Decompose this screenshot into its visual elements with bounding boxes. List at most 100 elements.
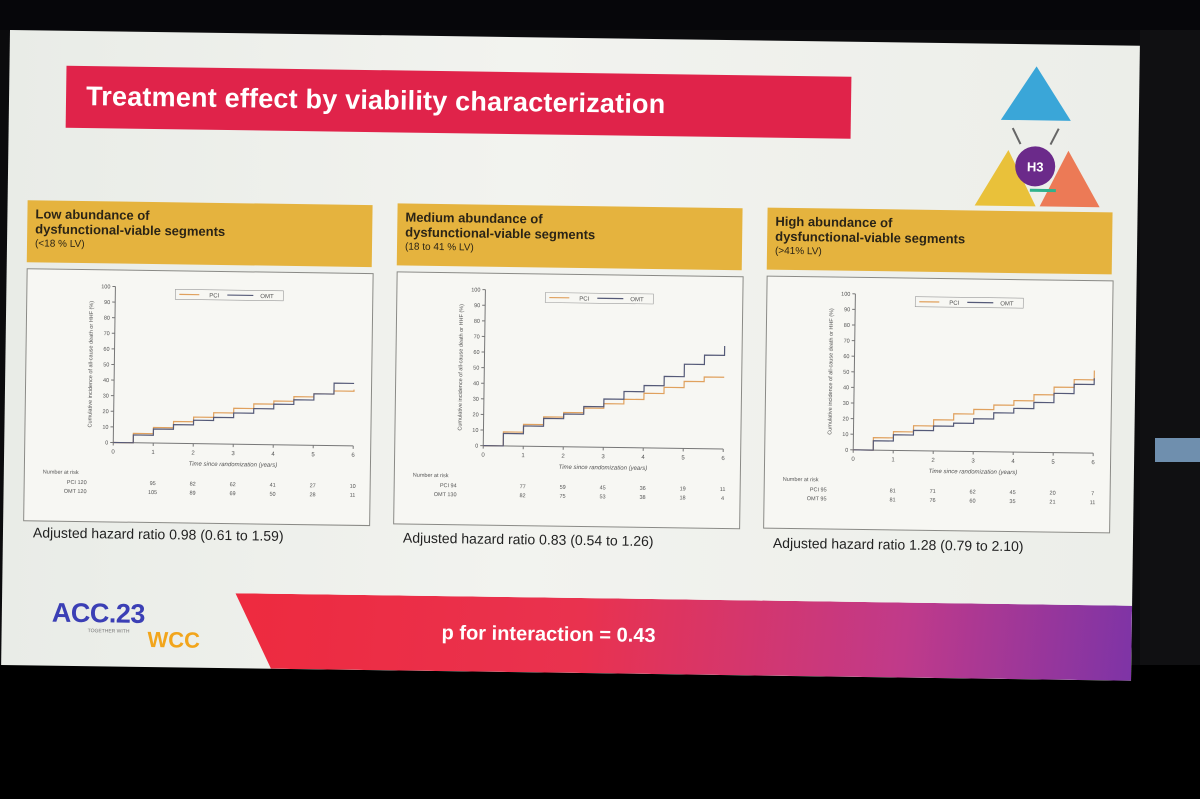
logo-h3-label: H3 bbox=[1027, 159, 1044, 174]
x-tick-label: 2 bbox=[561, 454, 565, 460]
screen-side-tab bbox=[1155, 438, 1200, 462]
panel-1-hazard-ratio: Adjusted hazard ratio 0.98 (0.61 to 1.59… bbox=[32, 524, 284, 544]
risk-cell: 62 bbox=[970, 489, 976, 495]
y-tick-label: 10 bbox=[472, 428, 478, 434]
risk-cell: 82 bbox=[190, 482, 196, 488]
x-axis-label: Time since randomization (years) bbox=[189, 462, 278, 469]
p-for-interaction: p for interaction = 0.43 bbox=[441, 622, 656, 648]
risk-cell: 11 bbox=[350, 493, 356, 499]
y-tick-label: 30 bbox=[103, 394, 109, 400]
title-bar: Treatment effect by viability characteri… bbox=[65, 65, 852, 139]
logo-left-triangle bbox=[974, 149, 1036, 207]
legend-omt-label: OMT bbox=[1000, 301, 1014, 307]
y-axis-label: Cumulative incidence of all-cause death … bbox=[87, 301, 95, 428]
y-tick-label: 30 bbox=[843, 401, 849, 407]
y-tick-label: 90 bbox=[474, 303, 480, 309]
y-tick-label: 70 bbox=[104, 331, 110, 337]
risk-cell: 82 bbox=[519, 493, 525, 499]
x-tick-label: 5 bbox=[311, 452, 315, 458]
legend-box bbox=[544, 292, 654, 305]
risk-cell: 45 bbox=[1010, 490, 1016, 496]
y-tick-label: 20 bbox=[842, 416, 848, 422]
series-line-pci bbox=[483, 376, 725, 447]
y-tick-label: 50 bbox=[843, 370, 849, 376]
screen-bottom-area bbox=[0, 665, 1200, 799]
risk-cell: 95 bbox=[150, 481, 156, 487]
x-axis-label: Time since randomization (years) bbox=[559, 465, 648, 472]
x-tick-label: 1 bbox=[521, 453, 525, 459]
risk-cell: 71 bbox=[930, 489, 936, 495]
x-tick-label: 0 bbox=[851, 457, 855, 463]
x-tick-label: 6 bbox=[721, 456, 725, 462]
y-tick-label: 50 bbox=[103, 362, 109, 368]
risk-table-label: Number at risk bbox=[413, 473, 449, 480]
y-tick-label: 100 bbox=[841, 292, 850, 298]
risk-table-label: Number at risk bbox=[783, 477, 819, 484]
risk-cell: 36 bbox=[640, 486, 646, 492]
y-tick-label: 100 bbox=[471, 287, 480, 293]
legend-pci-label: PCI bbox=[209, 293, 219, 299]
risk-cell: 10 bbox=[350, 484, 356, 490]
risk-cell: 53 bbox=[599, 494, 605, 500]
legend-box bbox=[914, 296, 1024, 309]
x-tick-label: 4 bbox=[1011, 459, 1015, 465]
km-chart-1: 0 10 20 30 40 50 60 70 80 90 100 0 1 2 3 4 5 6 Time since … bbox=[43, 284, 356, 499]
x-tick-label: 2 bbox=[931, 458, 935, 464]
y-tick-label: 100 bbox=[101, 284, 110, 290]
y-tick-label: 10 bbox=[842, 432, 848, 438]
panel-3-hazard-ratio: Adjusted hazard ratio 1.28 (0.79 to 2.10… bbox=[772, 534, 1024, 555]
y-tick-label: 0 bbox=[105, 440, 108, 446]
y-tick-label: 20 bbox=[472, 412, 478, 418]
x-tick-label: 3 bbox=[971, 458, 975, 464]
risk-row-label-omt: OMT 95 bbox=[807, 496, 827, 502]
risk-cell: 69 bbox=[229, 491, 235, 497]
acc-logo-subtext: TOGETHER WITH bbox=[87, 628, 130, 635]
logo-top-triangle bbox=[1000, 66, 1071, 121]
risk-cell: 11 bbox=[720, 487, 726, 493]
panel-1-chart: 0 10 20 30 40 50 60 70 80 90 100 0 1 2 3 4 5 6 Time since … bbox=[23, 268, 374, 527]
footer-band bbox=[216, 593, 1132, 681]
x-tick-label: 5 bbox=[1051, 460, 1055, 466]
risk-cell: 62 bbox=[230, 482, 236, 488]
series-line-omt bbox=[483, 346, 726, 447]
y-tick-label: 20 bbox=[103, 409, 109, 415]
x-tick-label: 2 bbox=[191, 451, 195, 457]
legend-pci-label: PCI bbox=[579, 296, 589, 302]
risk-cell: 45 bbox=[600, 485, 606, 491]
panel-2-hazard-ratio: Adjusted hazard ratio 0.83 (0.54 to 1.26… bbox=[402, 529, 654, 550]
y-tick-label: 60 bbox=[103, 347, 109, 353]
risk-cell: 35 bbox=[1009, 499, 1015, 505]
screen-top-bezel bbox=[0, 0, 1200, 30]
risk-cell: 41 bbox=[270, 483, 276, 489]
risk-row-label-pci: PCI 94 bbox=[440, 483, 457, 489]
x-tick-label: 1 bbox=[151, 450, 155, 456]
y-tick-label: 80 bbox=[474, 319, 480, 325]
x-axis-label: Time since randomization (years) bbox=[929, 469, 1018, 476]
risk-cell: 81 bbox=[889, 497, 895, 503]
y-tick-label: 0 bbox=[475, 444, 478, 450]
y-tick-label: 50 bbox=[473, 366, 479, 372]
risk-cell: 4 bbox=[721, 496, 724, 502]
panel-3-chart: 0 10 20 30 40 50 60 70 80 90 100 0 1 2 3 4 5 6 Time since … bbox=[763, 275, 1114, 534]
slide-title: Treatment effect by viability characteri… bbox=[85, 81, 666, 120]
x-tick-label: 0 bbox=[111, 449, 115, 455]
series-line-omt bbox=[113, 382, 355, 444]
wcc-logo-text: WCC bbox=[147, 626, 201, 653]
risk-cell: 19 bbox=[680, 486, 686, 492]
series-line-omt bbox=[853, 378, 1095, 451]
y-tick-label: 30 bbox=[473, 397, 479, 403]
risk-cell: 7 bbox=[1091, 491, 1094, 497]
y-tick-label: 80 bbox=[844, 323, 850, 329]
risk-cell: 59 bbox=[560, 485, 566, 491]
y-tick-label: 90 bbox=[104, 300, 110, 306]
risk-cell: 60 bbox=[969, 498, 975, 504]
screen-right-area bbox=[1140, 30, 1200, 670]
risk-cell: 75 bbox=[559, 494, 565, 500]
risk-cell: 18 bbox=[679, 495, 685, 501]
risk-cell: 38 bbox=[639, 495, 645, 501]
risk-cell: 11 bbox=[1090, 500, 1096, 506]
y-tick-label: 0 bbox=[845, 448, 848, 454]
risk-row-label-omt: OMT 120 bbox=[64, 489, 87, 495]
risk-row-label-omt: OMT 130 bbox=[434, 492, 457, 498]
